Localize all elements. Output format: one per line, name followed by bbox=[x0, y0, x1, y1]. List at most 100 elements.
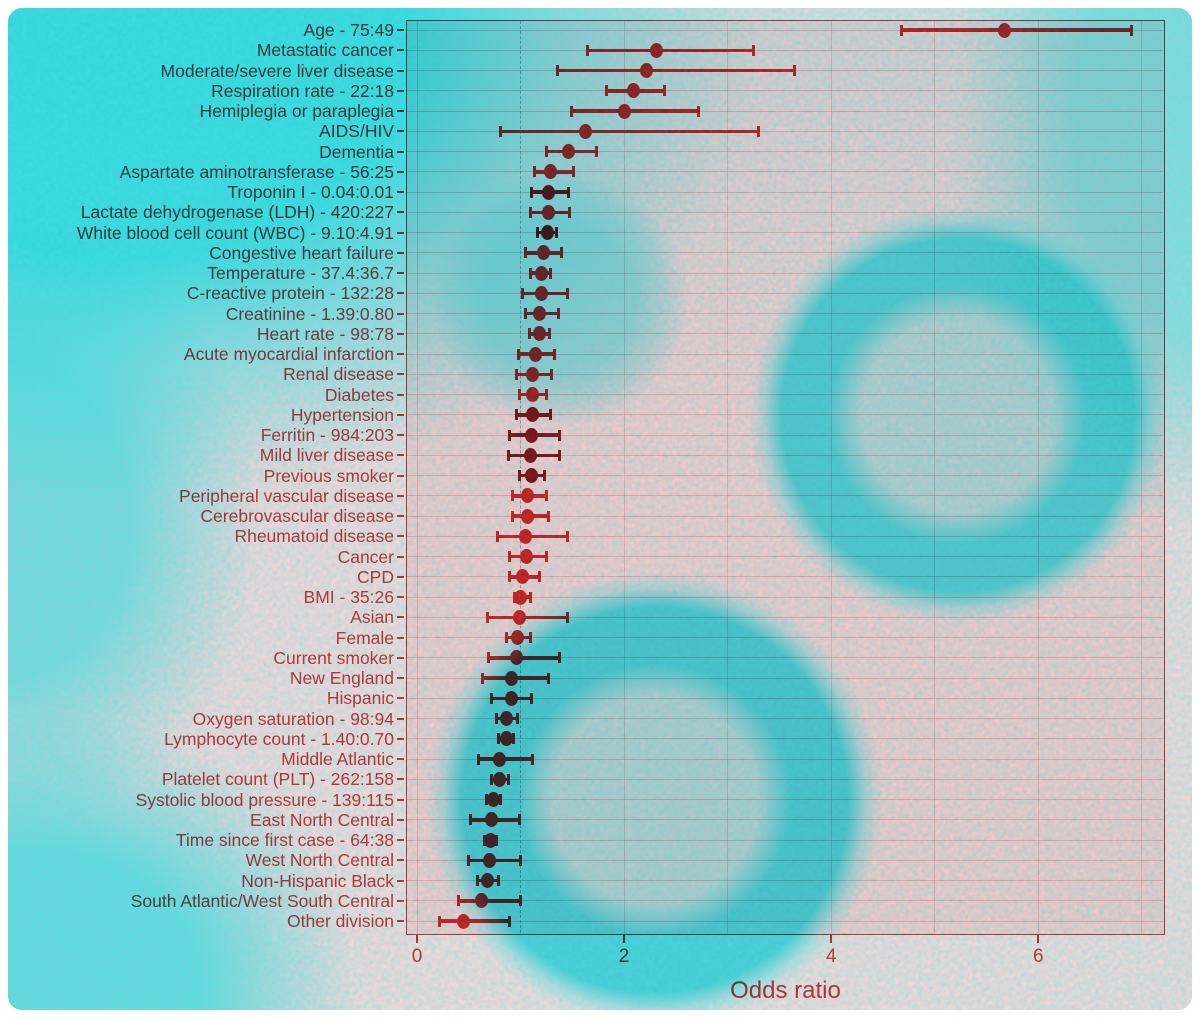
category-axis-tick bbox=[397, 231, 404, 234]
row-gridline bbox=[407, 677, 1163, 679]
x-axis-tick bbox=[416, 935, 418, 943]
point-estimate bbox=[480, 873, 494, 888]
ci-bar bbox=[488, 656, 560, 660]
category-axis-tick bbox=[397, 251, 404, 254]
ci-bar bbox=[439, 919, 510, 923]
ci-bar bbox=[487, 615, 568, 619]
row-gridline bbox=[407, 758, 1163, 760]
ci-cap-low bbox=[490, 773, 494, 785]
point-estimate bbox=[528, 346, 542, 362]
point-estimate bbox=[504, 690, 518, 706]
category-axis-tick bbox=[397, 636, 404, 639]
category-axis-tick bbox=[397, 211, 404, 214]
row-gridline bbox=[407, 596, 1163, 598]
ci-cap-low bbox=[544, 146, 548, 157]
category-axis-tick bbox=[397, 737, 404, 740]
point-estimate bbox=[526, 407, 540, 423]
point-estimate bbox=[485, 812, 499, 828]
row-gridline bbox=[407, 191, 1163, 193]
category-label: Renal disease bbox=[283, 364, 394, 385]
category-axis-tick bbox=[397, 515, 404, 517]
point-estimate bbox=[457, 913, 471, 929]
vertical-gridline bbox=[623, 21, 625, 933]
point-estimate bbox=[482, 852, 496, 868]
vertical-gridline bbox=[416, 21, 418, 933]
category-label: Cerebrovascular disease bbox=[200, 506, 394, 526]
category-label: Non-Hispanic Black bbox=[241, 870, 394, 891]
category-axis-tick bbox=[397, 778, 404, 781]
ci-cap-high bbox=[547, 510, 550, 522]
row-gridline bbox=[407, 414, 1163, 416]
row-gridline bbox=[407, 211, 1163, 213]
point-estimate bbox=[504, 670, 518, 686]
category-axis-tick bbox=[397, 494, 404, 497]
category-axis-tick bbox=[397, 535, 404, 538]
point-estimate bbox=[542, 184, 555, 200]
point-estimate bbox=[524, 447, 538, 463]
point-estimate bbox=[509, 650, 523, 666]
ci-cap-high bbox=[560, 247, 564, 259]
category-label: Heart rate - 98:78 bbox=[256, 323, 394, 344]
category-axis-tick bbox=[397, 353, 404, 355]
row-gridline bbox=[407, 232, 1163, 233]
point-estimate bbox=[513, 609, 526, 625]
x-axis-title: Odds ratio bbox=[730, 977, 841, 1004]
row-gridline bbox=[407, 576, 1163, 578]
ci-cap-low bbox=[469, 814, 473, 826]
row-gridline bbox=[407, 920, 1163, 922]
ci-cap-high bbox=[555, 227, 559, 238]
point-estimate bbox=[474, 893, 488, 909]
ci-cap-high bbox=[550, 368, 554, 380]
ci-cap-low bbox=[529, 206, 533, 218]
category-label: Peripheral vascular disease bbox=[179, 485, 394, 506]
row-gridline bbox=[407, 292, 1163, 294]
category-axis-tick bbox=[397, 879, 404, 882]
ci-bar bbox=[901, 28, 1132, 32]
ci-cap-high bbox=[548, 328, 552, 340]
row-gridline bbox=[407, 657, 1163, 659]
ci-cap-low bbox=[497, 733, 501, 745]
point-estimate bbox=[487, 792, 501, 807]
ci-cap-high bbox=[507, 915, 511, 927]
category-label: CPD bbox=[357, 566, 394, 587]
ci-cap-low bbox=[529, 267, 533, 279]
category-label: C-reactive protein - 132:28 bbox=[186, 283, 394, 304]
ci-cap-low bbox=[476, 753, 480, 765]
category-axis-tick bbox=[397, 170, 404, 173]
ci-cap-high bbox=[571, 166, 575, 178]
row-gridline bbox=[407, 110, 1163, 112]
figure-card: Odds ratio Age - 75:49 Metastatic cancer M… bbox=[8, 8, 1192, 1010]
row-gridline bbox=[407, 799, 1163, 800]
ci-bar bbox=[571, 109, 699, 113]
category-label: Dementia bbox=[319, 141, 394, 162]
category-label: Asian bbox=[350, 607, 394, 628]
row-gridline bbox=[407, 130, 1163, 132]
vertical-gridline bbox=[727, 21, 729, 933]
point-estimate bbox=[534, 265, 548, 281]
row-gridline bbox=[407, 353, 1163, 355]
ci-cap-low bbox=[514, 368, 518, 380]
ci-cap-high bbox=[566, 186, 570, 198]
ci-cap-high bbox=[558, 652, 562, 664]
point-estimate bbox=[521, 508, 535, 524]
category-label: AIDS/HIV bbox=[319, 121, 394, 142]
category-label: Creatinine - 1.39:0.80 bbox=[225, 303, 394, 324]
ci-cap-low bbox=[528, 328, 532, 340]
category-axis-tick bbox=[397, 575, 404, 578]
ci-cap-low bbox=[510, 490, 514, 502]
ci-cap-high bbox=[565, 611, 569, 623]
category-axis-tick bbox=[397, 697, 404, 700]
ci-cap-high bbox=[757, 125, 761, 137]
point-estimate bbox=[521, 488, 535, 504]
ci-cap-low bbox=[516, 348, 520, 360]
row-gridline bbox=[407, 454, 1163, 456]
forest-plot: Odds ratio Age - 75:49 Metastatic cancer M… bbox=[8, 8, 1192, 1010]
category-label: Ferritin - 984:203 bbox=[260, 425, 394, 445]
ci-cap-high bbox=[549, 409, 553, 421]
category-axis-tick bbox=[397, 373, 404, 376]
ci-cap-low bbox=[495, 713, 499, 724]
ci-cap-low bbox=[586, 44, 590, 56]
row-gridline bbox=[407, 394, 1163, 395]
category-label: Hemiplegia or paraplegia bbox=[199, 101, 394, 121]
ci-cap-high bbox=[497, 875, 501, 886]
